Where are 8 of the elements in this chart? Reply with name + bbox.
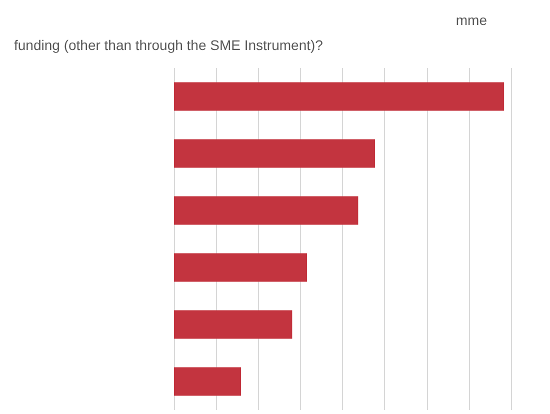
chart-title: mme	[456, 12, 488, 28]
bar	[174, 367, 242, 396]
bar	[174, 310, 292, 339]
bar	[174, 196, 358, 225]
chart-subtitle: funding (other than through the SME Instrument)?	[14, 37, 324, 53]
bar	[174, 82, 504, 111]
bar	[174, 253, 308, 282]
bar	[174, 139, 376, 168]
